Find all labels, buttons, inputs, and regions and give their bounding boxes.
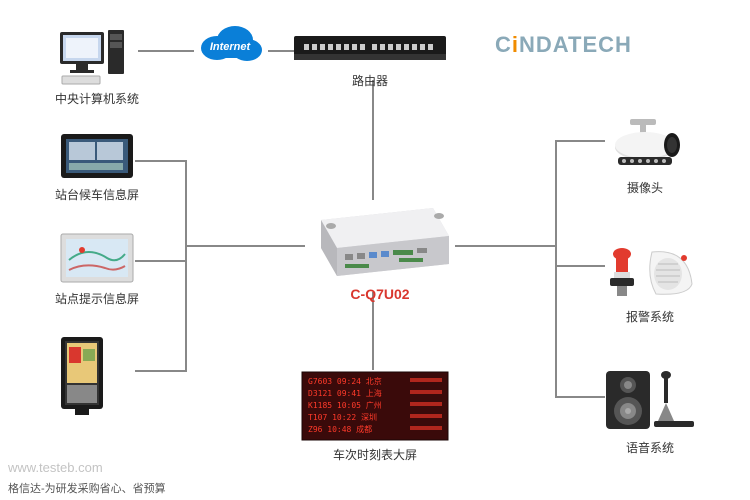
node-label: 路由器 bbox=[352, 72, 388, 89]
router-icon bbox=[290, 28, 450, 68]
node-platform-screen: 站台候车信息屏 bbox=[55, 130, 139, 203]
node-central-computer: 中央计算机系统 bbox=[55, 28, 139, 107]
connector-line bbox=[138, 50, 194, 52]
connector-line bbox=[555, 140, 557, 398]
node-label: 中央计算机系统 bbox=[55, 90, 139, 107]
center-device: C-Q7U02 bbox=[305, 200, 455, 302]
connector-line bbox=[185, 160, 187, 372]
signage-icon bbox=[55, 335, 109, 419]
svg-text:G7603 09:24 北京: G7603 09:24 北京 bbox=[308, 376, 382, 386]
connector-line bbox=[555, 396, 605, 398]
node-label: 站点提示信息屏 bbox=[55, 290, 139, 307]
center-label: C-Q7U02 bbox=[350, 286, 409, 302]
watermark: www.testeb.com bbox=[8, 460, 103, 475]
node-audio: 语音系统 bbox=[600, 365, 700, 456]
info-screen-icon bbox=[57, 130, 137, 182]
node-camera: 摄像头 bbox=[600, 115, 690, 196]
camera-icon bbox=[600, 115, 690, 175]
svg-text:Z96 10:48 成都: Z96 10:48 成都 bbox=[308, 424, 372, 434]
node-label: 车次时刻表大屏 bbox=[333, 446, 417, 463]
connector-line bbox=[135, 370, 185, 372]
node-alarm: 报警系统 bbox=[600, 240, 700, 325]
node-label: 报警系统 bbox=[626, 308, 674, 325]
svg-text:D3121 09:41 上海: D3121 09:41 上海 bbox=[308, 388, 382, 398]
computer-icon bbox=[58, 28, 136, 86]
node-router: 路由器 bbox=[290, 28, 450, 89]
map-screen-icon bbox=[57, 230, 137, 286]
svg-text:T107 10:22 深圳: T107 10:22 深圳 bbox=[308, 412, 377, 422]
internet-cloud: Internet bbox=[195, 22, 265, 66]
controller-icon bbox=[305, 200, 455, 280]
cloud-label: Internet bbox=[210, 41, 252, 53]
connector-line bbox=[185, 245, 305, 247]
connector-line bbox=[555, 265, 605, 267]
speaker-icon bbox=[600, 365, 700, 435]
led-board-icon: G7603 09:24 北京 D3121 09:41 上海 K1185 10:0… bbox=[300, 370, 450, 442]
brand-logo: CiNDATECH bbox=[495, 32, 632, 58]
connector-line bbox=[135, 160, 185, 162]
alarm-icon bbox=[600, 240, 700, 304]
connector-line bbox=[555, 140, 605, 142]
node-label: 语音系统 bbox=[626, 439, 674, 456]
node-label: 站台候车信息屏 bbox=[55, 186, 139, 203]
node-station-screen: 站点提示信息屏 bbox=[55, 230, 139, 307]
footer-text: 格信达-为研发采购省心、省预算 bbox=[8, 480, 166, 496]
node-label: 摄像头 bbox=[627, 179, 663, 196]
connector-line bbox=[372, 80, 374, 200]
connector-line bbox=[372, 292, 374, 370]
node-schedule-board: G7603 09:24 北京 D3121 09:41 上海 K1185 10:0… bbox=[300, 370, 450, 463]
connector-line bbox=[135, 260, 185, 262]
node-digital-signage bbox=[55, 335, 109, 423]
svg-text:K1185 10:05 广州: K1185 10:05 广州 bbox=[308, 400, 382, 410]
connector-line bbox=[455, 245, 555, 247]
